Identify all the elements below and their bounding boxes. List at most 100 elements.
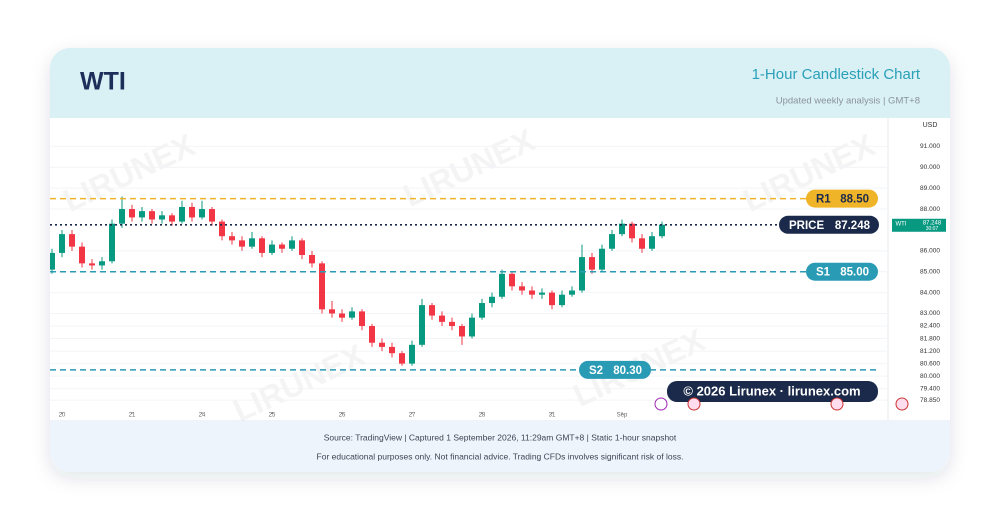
event-icon xyxy=(830,397,844,411)
x-tick-label: 25 xyxy=(269,413,276,419)
x-tick-label: 31 xyxy=(549,413,556,419)
candle-body xyxy=(479,303,485,318)
candle-body xyxy=(399,353,405,364)
candle-body xyxy=(659,224,665,237)
level-badge xyxy=(806,189,878,208)
source-note: Source: TradingView | Captured 1 Septemb… xyxy=(324,432,677,442)
candle-body xyxy=(89,263,95,266)
candle-body xyxy=(349,311,355,318)
x-tick-label: 20 xyxy=(59,413,66,419)
candle-body xyxy=(239,240,245,247)
candle-body xyxy=(289,240,295,249)
x-tick-label: 28 xyxy=(479,413,486,419)
candle-body xyxy=(419,305,425,345)
candle-body xyxy=(639,238,645,249)
candle-body xyxy=(409,344,415,364)
footer-band xyxy=(50,420,950,472)
copyright: © 2026 Lirunex · lirunex.com xyxy=(683,383,860,398)
candle-body xyxy=(139,211,145,218)
level-badge xyxy=(806,262,878,281)
candle-body xyxy=(69,234,75,247)
candle-body xyxy=(209,209,215,222)
candle-body xyxy=(169,215,175,222)
candle-body xyxy=(449,321,455,327)
copyright-badge xyxy=(667,381,878,402)
candle-body xyxy=(99,261,105,266)
candles xyxy=(50,196,665,366)
candle-body xyxy=(179,206,185,222)
candle-body xyxy=(569,290,575,295)
y-tick-label: 85.000 xyxy=(920,268,940,275)
candle-body xyxy=(199,209,205,218)
level-value: 87.248 xyxy=(835,220,871,232)
candle-body xyxy=(619,223,625,235)
candle-body xyxy=(499,273,505,297)
candle-body xyxy=(379,342,385,347)
candle-body xyxy=(519,286,525,291)
event-icon xyxy=(654,397,668,411)
candle-body xyxy=(119,209,125,224)
candle-body xyxy=(269,244,275,253)
currency-label: USD xyxy=(923,122,938,129)
axes: 91.000 90.000 89.000 88.000 86.000 85.000 84.0… xyxy=(59,143,946,419)
candle-body xyxy=(309,255,315,264)
price-tag-value: 87.248 xyxy=(923,220,942,226)
header-band xyxy=(50,48,950,118)
x-tick-label: 26 xyxy=(339,413,346,419)
candle-body xyxy=(579,257,585,291)
y-tick-label: 91.000 xyxy=(920,143,940,150)
update-note: Updated weekly analysis | GMT+8 xyxy=(776,96,920,107)
level-name: R1 xyxy=(816,194,831,206)
level-name: S2 xyxy=(589,365,603,377)
level-name: S1 xyxy=(816,267,831,279)
candle-body xyxy=(629,223,635,239)
candle-body xyxy=(369,326,375,343)
level-badge xyxy=(579,360,651,379)
candle-body xyxy=(329,309,335,314)
candle-body xyxy=(129,209,135,218)
candle-body xyxy=(339,313,345,318)
y-tick-label: 88.000 xyxy=(920,206,940,213)
price-tag-symbol: WTI xyxy=(896,221,907,227)
candle-body xyxy=(649,236,655,249)
y-tick-label: 80.000 xyxy=(920,373,940,380)
candle-body xyxy=(159,215,165,220)
candle-body xyxy=(459,326,465,337)
level-name: PRICE xyxy=(789,220,824,232)
candle-body xyxy=(149,211,155,220)
card xyxy=(50,48,950,472)
candle-body xyxy=(249,238,255,247)
level-value: 85.00 xyxy=(840,267,869,279)
candle-body xyxy=(50,252,55,270)
x-tick-label: Sep xyxy=(617,413,628,419)
candle-body xyxy=(509,273,515,287)
y-tick-label: 83.000 xyxy=(920,310,940,317)
level-value: 88.50 xyxy=(840,194,869,206)
candle-body xyxy=(219,221,225,237)
candle-body xyxy=(189,206,195,218)
candle-body xyxy=(259,238,265,253)
candle-body xyxy=(319,263,325,310)
subtitle: 1-Hour Candlestick Chart xyxy=(752,66,921,83)
candle-body xyxy=(609,234,615,249)
y-tick-label: 84.000 xyxy=(920,289,940,296)
x-tick-label: 21 xyxy=(129,413,136,419)
candle-body xyxy=(389,346,395,354)
candle-body xyxy=(299,240,305,256)
candle-body xyxy=(429,305,435,316)
candle-body xyxy=(539,292,545,295)
levels: R1 88.50 PRICE 87.248 S1 85.00 S2 80.30 xyxy=(50,189,879,379)
y-tick-label: 79.400 xyxy=(920,385,940,392)
y-tick-label: 80.600 xyxy=(920,360,940,367)
candle-body xyxy=(469,317,475,337)
y-tick-label: 89.000 xyxy=(920,185,940,192)
y-tick-label: 81.800 xyxy=(920,335,940,342)
y-tick-label: 78.850 xyxy=(920,397,940,404)
candle-body xyxy=(359,311,365,327)
x-tick-label: 24 xyxy=(199,413,206,419)
level-value: 80.30 xyxy=(613,365,642,377)
candle-body xyxy=(59,234,65,253)
candle-body xyxy=(439,315,445,322)
